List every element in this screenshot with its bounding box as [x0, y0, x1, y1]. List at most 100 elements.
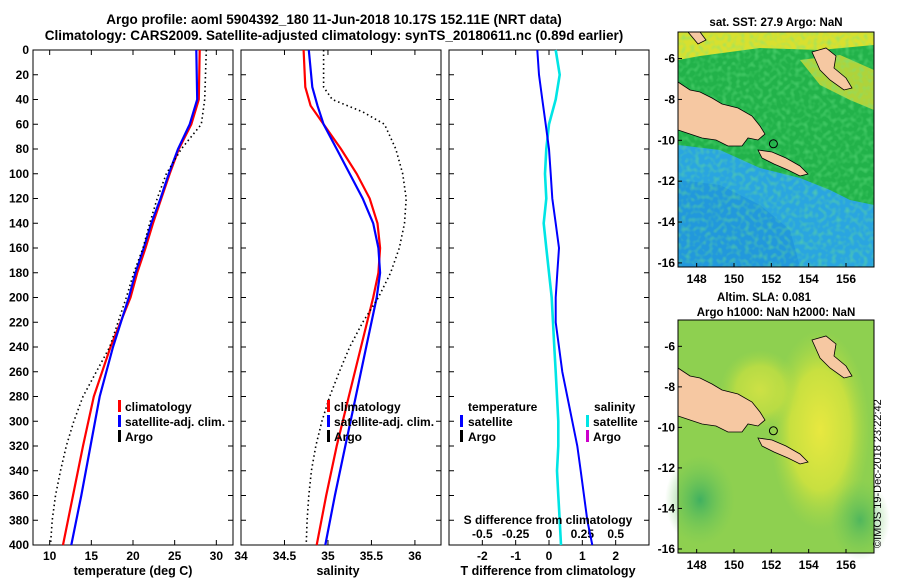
x-tick-label: 35 — [321, 549, 335, 563]
land-new-britain-sst — [811, 47, 853, 91]
map-y-tick-label: -8 — [664, 380, 675, 394]
sst-map-axes: 148 150 152 154 156 -6 -8 -10 -12 -14 -16 — [658, 52, 857, 286]
sla-map — [665, 319, 890, 560]
y-tick-label: 160 — [9, 241, 29, 255]
legend-label-satellite: satellite-adj. clim. — [125, 415, 225, 429]
land-new-guinea-sla — [677, 367, 766, 433]
x-tick-label: -1 — [510, 549, 521, 563]
legend-label-argo: Argo — [334, 430, 362, 444]
y-tick-label: 80 — [16, 142, 30, 156]
y-tick-label: 400 — [9, 538, 29, 552]
y-tick-label: 180 — [9, 266, 29, 280]
y-tick-label: 220 — [9, 315, 29, 329]
salinity-axis-label: salinity — [316, 564, 359, 578]
y-tick-label: 100 — [9, 167, 29, 181]
sla-map-frame — [677, 319, 875, 554]
map-x-tick-label: 152 — [761, 272, 781, 286]
y-tick-label: 140 — [9, 216, 29, 230]
sla-map-title: Altim. SLA: 0.081 — [717, 292, 812, 304]
temperature-axis-label: temperature (deg C) — [74, 564, 193, 578]
y-tick-label: 360 — [9, 489, 29, 503]
map-y-tick-label: -10 — [658, 133, 676, 147]
map-x-tick-label: 150 — [724, 558, 744, 572]
y-tick-label: 200 — [9, 291, 29, 305]
legend-swatch-satellite — [327, 415, 330, 427]
x-tick-label: 34.5 — [273, 549, 297, 563]
y-tick-label: 120 — [9, 192, 29, 206]
map-x-tick-label: 152 — [761, 558, 781, 572]
y-tick-label: 280 — [9, 390, 29, 404]
t-difference-axis-label: T difference from climatology — [460, 564, 635, 578]
x-tick-label: 0 — [546, 549, 553, 563]
land-new-guinea-sst — [677, 81, 766, 147]
y-tick-label: 40 — [16, 93, 30, 107]
sst-map — [677, 31, 875, 268]
series-line-s-satellite — [542, 49, 563, 546]
y-tick-label: 20 — [16, 68, 30, 82]
x2-tick-label: 0.5 — [607, 527, 624, 541]
plot-title-line2: Climatology: CARS2009. Satellite-adjuste… — [44, 28, 624, 43]
x2-tick-label: -0.25 — [502, 527, 530, 541]
salinity-legend: climatology satellite-adj. clim. Argo — [327, 400, 434, 444]
legend-swatch-satellite — [118, 415, 121, 427]
legend-label-s-satellite: satellite — [593, 415, 638, 429]
x-tick-label: 34 — [234, 549, 248, 563]
legend-label-s-argo: Argo — [593, 430, 621, 444]
map-y-tick-label: -12 — [658, 174, 676, 188]
argo-position-marker — [768, 139, 778, 149]
sla-low-blob — [665, 455, 735, 545]
map-y-tick-label: -8 — [664, 92, 675, 106]
legend-title-temperature: temperature — [468, 400, 538, 414]
argo-position-marker — [768, 426, 778, 436]
temperature-plot: 10 15 20 25 30020406080100120140160180200220… — [9, 43, 233, 563]
temperature-panel-frame — [32, 49, 234, 546]
sla-map-subtitle: Argo h1000: NaN h2000: NaN — [697, 307, 856, 319]
difference-temperature-legend: temperature satellite Argo — [460, 400, 538, 444]
y-tick-label: 60 — [16, 117, 30, 131]
x-tick-label: 2 — [612, 549, 619, 563]
legend-label-satellite: satellite-adj. clim. — [334, 415, 434, 429]
map-x-tick-label: 154 — [799, 272, 819, 286]
map-y-tick-label: -10 — [658, 420, 676, 434]
legend-title-salinity: salinity — [594, 400, 636, 414]
map-y-tick-label: -6 — [664, 52, 675, 66]
legend-swatch-climatology — [327, 400, 330, 412]
legend-label-argo: Argo — [125, 430, 153, 444]
y-tick-label: 300 — [9, 414, 29, 428]
x-tick-label: 36 — [408, 549, 422, 563]
map-y-tick-label: -12 — [658, 461, 676, 475]
y-tick-label: 260 — [9, 365, 29, 379]
x-tick-label: 35.5 — [360, 549, 384, 563]
map-x-tick-label: 156 — [836, 272, 856, 286]
sst-map-title: sat. SST: 27.9 Argo: NaN — [709, 17, 842, 29]
map-x-tick-label: 154 — [799, 558, 819, 572]
map-y-tick-label: -16 — [658, 256, 676, 270]
y-tick-label: 240 — [9, 340, 29, 354]
x-tick-label: 25 — [168, 549, 182, 563]
x-tick-label: 1 — [579, 549, 586, 563]
legend-swatch-argo — [327, 430, 330, 442]
map-x-tick-label: 156 — [836, 558, 856, 572]
map-x-tick-label: 150 — [724, 272, 744, 286]
x2-tick-label: -0.5 — [472, 527, 493, 541]
y-tick-label: 340 — [9, 464, 29, 478]
x-tick-label: -2 — [477, 549, 488, 563]
map-y-tick-label: -16 — [658, 542, 676, 556]
x-tick-label: 20 — [126, 549, 140, 563]
legend-label-climatology: climatology — [334, 400, 401, 414]
s-difference-axis-label: S difference from climatology — [464, 513, 633, 527]
legend-swatch-t-argo — [460, 430, 463, 442]
land-islands-sla — [757, 437, 809, 465]
series-line-argo — [305, 50, 408, 546]
map-x-tick-label: 148 — [687, 272, 707, 286]
legend-swatch-s-argo — [586, 430, 589, 442]
map-y-tick-label: -14 — [658, 215, 676, 229]
series-line-climatology — [61, 49, 201, 546]
sla-map-axes: 148 150 152 154 156 -6 -8 -10 -12 -14 -16 — [658, 339, 857, 572]
legend-label-t-argo: Argo — [468, 430, 496, 444]
x-tick-label: 30 — [210, 549, 224, 563]
legend-label-t-satellite: satellite — [468, 415, 513, 429]
x-tick-label: 10 — [43, 549, 57, 563]
map-y-tick-label: -14 — [658, 501, 676, 515]
